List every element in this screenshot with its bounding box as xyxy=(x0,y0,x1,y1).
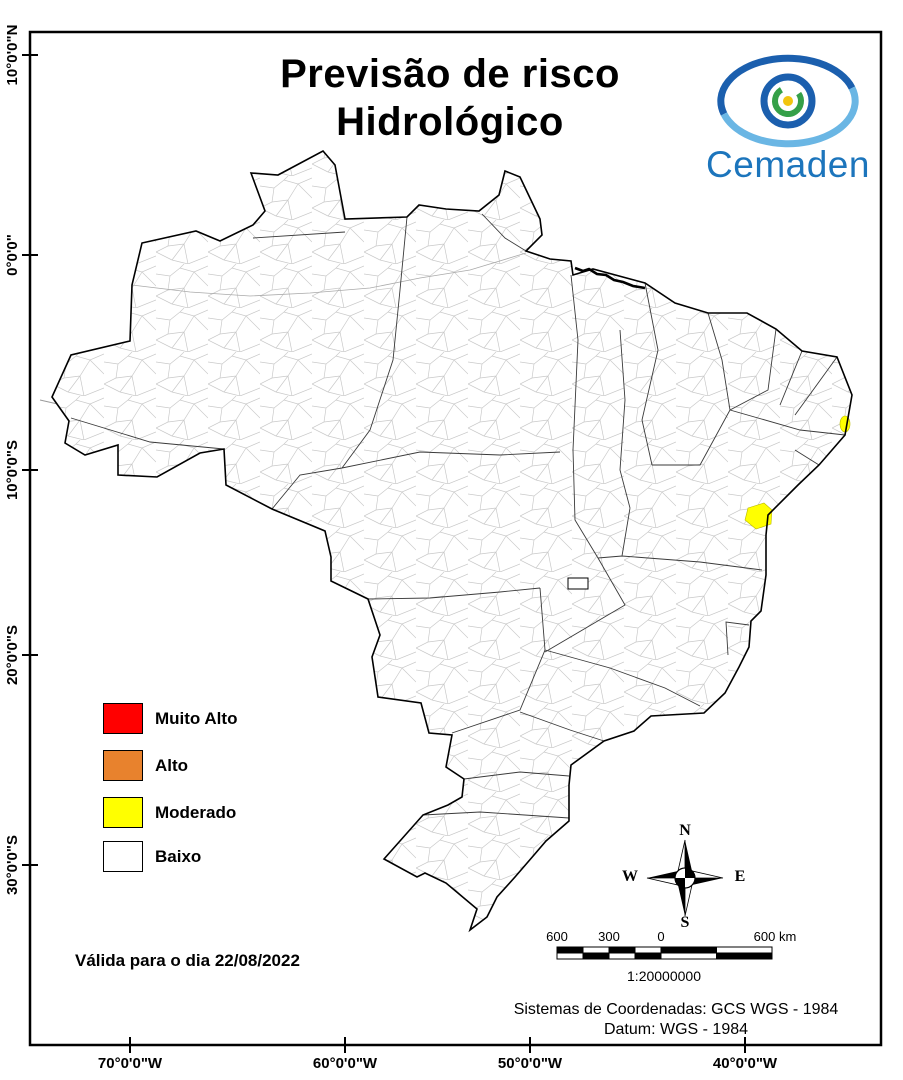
page-title-line1: Previsão de risco xyxy=(280,52,620,96)
validity-note: Válida para o dia 22/08/2022 xyxy=(75,951,300,970)
legend-label-baixo: Baixo xyxy=(155,847,202,866)
graticule-ticks xyxy=(22,54,746,1053)
lat-label-10s: 10°0'0"S xyxy=(4,439,21,501)
map-frame xyxy=(28,30,883,1047)
cemaden-wordmark: Cemaden xyxy=(706,144,870,185)
legend-label-alto: Alto xyxy=(155,756,189,775)
lon-label-60w: 60°0'0"W xyxy=(312,1055,378,1072)
page-title: Previsão de risco Hidrológico xyxy=(235,50,665,146)
lat-label-20s: 20°0'0"S xyxy=(4,624,21,686)
scale-label-600-km: 600 km xyxy=(753,929,797,944)
risk-region-moderado-1 xyxy=(744,502,773,530)
legend-swatch-muito-alto xyxy=(103,703,143,734)
lon-label-70w: 70°0'0"W xyxy=(97,1055,163,1072)
scale-label-600-left: 600 xyxy=(546,929,568,944)
lon-label-50w: 50°0'0"W xyxy=(497,1055,563,1072)
lat-label-10n: 10°0'0"N xyxy=(4,24,21,86)
lat-label-0: 0°0'0" xyxy=(4,234,21,276)
compass-east-label: E xyxy=(734,868,746,885)
legend-label-moderado: Moderado xyxy=(155,803,237,822)
legend-label-muito-alto: Muito Alto xyxy=(155,709,238,728)
amazon-river-line xyxy=(131,252,527,297)
page-title-line2: Hidrológico xyxy=(336,100,564,144)
compass-south-label: S xyxy=(680,914,690,931)
scale-label-0: 0 xyxy=(657,929,665,944)
compass-north-label: N xyxy=(679,822,691,839)
scale-bar xyxy=(556,946,773,960)
lat-label-30s: 30°0'0"S xyxy=(4,834,21,896)
legend-swatch-moderado xyxy=(103,797,143,828)
lon-label-40w: 40°0'0"W xyxy=(712,1055,778,1072)
scale-label-300: 300 xyxy=(598,929,620,944)
north-coast-detail xyxy=(574,266,646,290)
legend-swatch-baixo xyxy=(103,841,143,872)
cemaden-logo-icon xyxy=(717,54,859,148)
distrito-federal-outline xyxy=(567,577,589,590)
coordinate-system-note: Sistemas de Coordenadas: GCS WGS - 1984 xyxy=(513,1001,839,1018)
scale-ratio-label: 1:20000000 xyxy=(627,968,701,984)
compass-west-label: W xyxy=(622,868,638,885)
compass-rose xyxy=(646,839,724,917)
legend-swatch-alto xyxy=(103,750,143,781)
state-boundaries xyxy=(70,213,846,819)
datum-note: Datum: WGS - 1984 xyxy=(603,1021,749,1038)
